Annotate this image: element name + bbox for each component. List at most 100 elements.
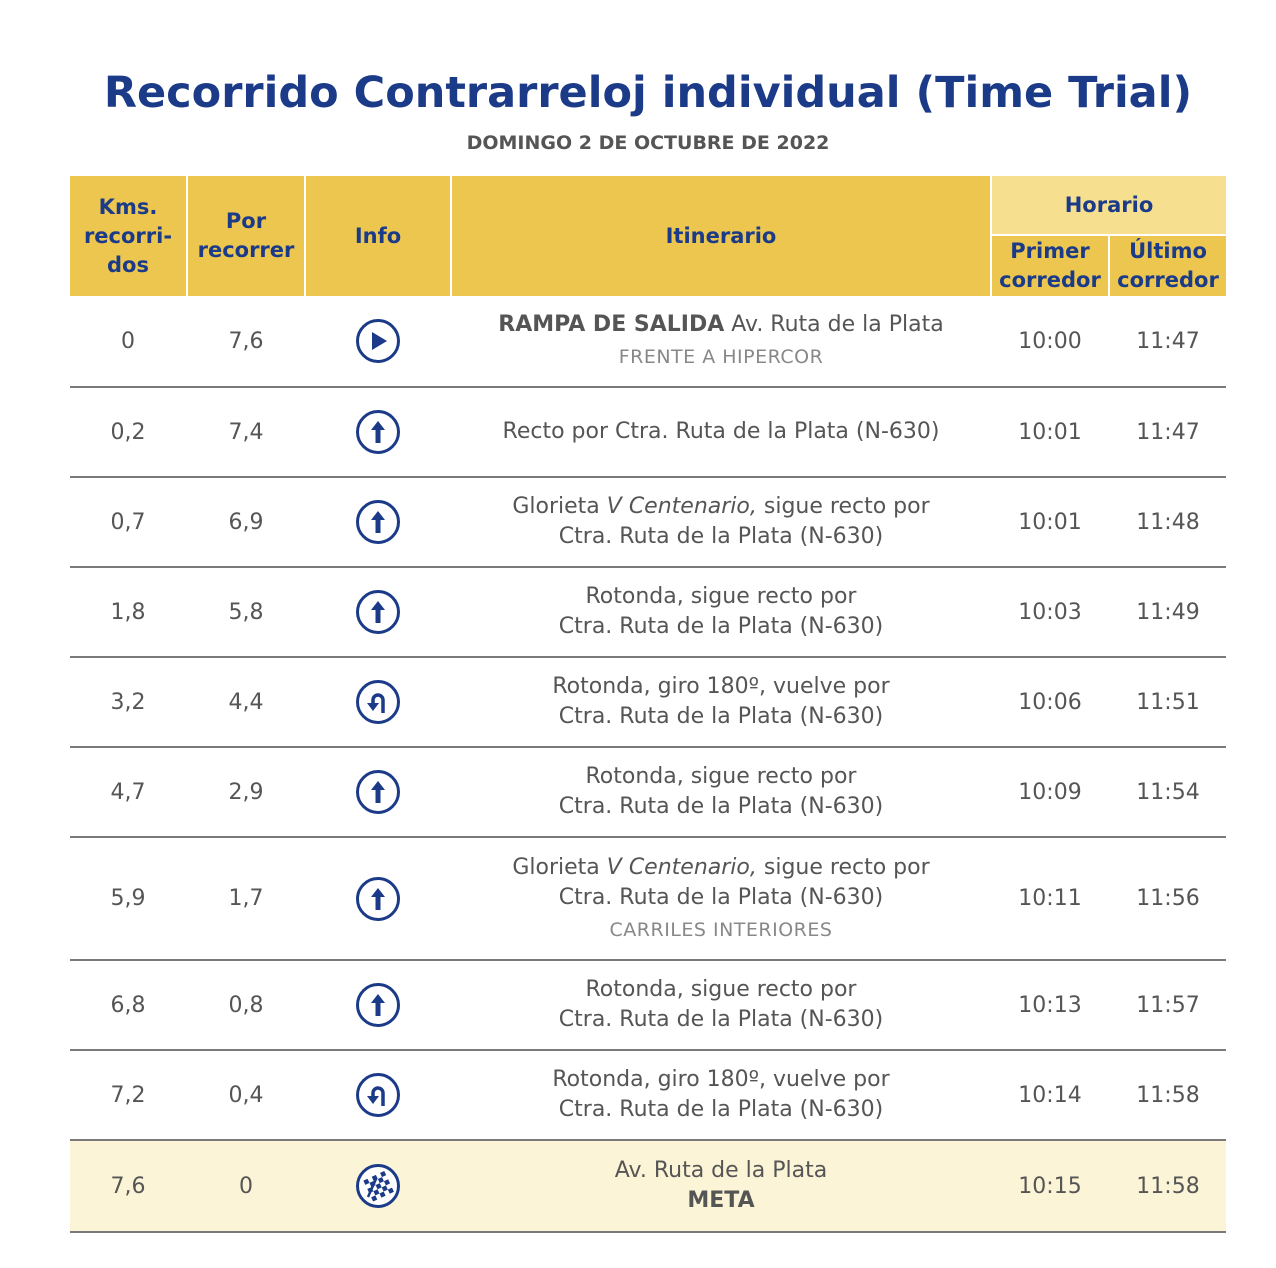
straight-arrow-icon <box>356 410 400 454</box>
cell-itinerario: Glorieta V Centenario, sigue recto por Ct… <box>452 838 990 959</box>
straight-arrow-icon <box>356 500 400 544</box>
header-primer-corredor: Primer corredor <box>992 236 1108 296</box>
cell-por-recorrer: 2,9 <box>228 779 264 805</box>
table-row: 7,6 0 Av. Ruta de la Plata META 10:15 11:58 <box>70 1141 1226 1233</box>
cell-primer-corredor: 10:00 <box>1018 328 1082 354</box>
cell-ultimo-corredor: 11:48 <box>1136 509 1200 535</box>
cell-primer-corredor: 10:13 <box>1018 992 1082 1018</box>
u-turn-icon <box>356 1073 400 1117</box>
cell-primer-corredor: 10:15 <box>1018 1173 1082 1199</box>
table-row: 0,2 7,4 Recto por Ctra. Ruta de la Plata (… <box>70 388 1226 478</box>
u-turn-icon <box>356 680 400 724</box>
straight-arrow-icon <box>356 983 400 1027</box>
cell-info <box>306 961 450 1049</box>
cell-info <box>306 1051 450 1139</box>
cell-info <box>306 388 450 476</box>
cell-itinerario: Av. Ruta de la Plata META <box>452 1141 990 1231</box>
straight-arrow-icon <box>356 876 400 921</box>
header-kms: Kms. recorri- dos <box>70 176 186 296</box>
header-info: Info <box>306 176 450 296</box>
cell-por-recorrer: 0 <box>239 1173 253 1199</box>
cell-kms: 7,2 <box>110 1082 146 1108</box>
itinerary-line: RAMPA DE SALIDA Av. Ruta de la Plata <box>498 312 944 337</box>
cell-primer-corredor: 10:01 <box>1018 509 1082 535</box>
cell-kms: 6,8 <box>110 992 146 1018</box>
cell-por-recorrer: 0,4 <box>228 1082 264 1108</box>
header-por-recorrer: Por recorrer <box>188 176 304 296</box>
header-kms-line: dos <box>107 252 149 277</box>
header-ultimo-line: Último <box>1129 239 1207 263</box>
cell-primer-corredor: 10:06 <box>1018 689 1082 715</box>
itinerary-line: Ctra. Ruta de la Plata (N-630) <box>558 1007 884 1032</box>
table-row: 7,2 0,4 Rotonda, giro 180º, vuelve por Ctra… <box>70 1051 1226 1141</box>
itinerary-line: Glorieta V Centenario, sigue recto por <box>512 854 930 880</box>
itinerary-line: Rotonda, giro 180º, vuelve por <box>552 674 890 699</box>
itinerary-line: Ctra. Ruta de la Plata (N-630) <box>558 614 884 639</box>
page-title: Recorrido Contrarreloj individual (Time … <box>103 68 1193 118</box>
cell-primer-corredor: 10:01 <box>1018 419 1082 445</box>
table-row: 5,9 1,7 Glorieta V Centenario, sigue recto… <box>70 838 1226 961</box>
table-row: 1,8 5,8 Rotonda, sigue recto por Ctra. Ruta… <box>70 568 1226 658</box>
cell-kms: 0,2 <box>110 419 146 445</box>
itinerary-line: Ctra. Ruta de la Plata (N-630) <box>558 704 884 729</box>
itinerary-line: Ctra. Ruta de la Plata (N-630) <box>558 884 884 910</box>
cell-kms: 0 <box>121 328 135 354</box>
itinerary-line: Rotonda, giro 180º, vuelve por <box>552 1067 890 1092</box>
cell-itinerario: Rotonda, sigue recto por Ctra. Ruta de la… <box>452 568 990 656</box>
cell-itinerario: Rotonda, giro 180º, vuelve por Ctra. Ruta… <box>452 1051 990 1139</box>
cell-primer-corredor: 10:03 <box>1018 599 1082 625</box>
cell-itinerario: Glorieta V Centenario, sigue recto por Ct… <box>452 478 990 566</box>
cell-primer-corredor: 10:14 <box>1018 1082 1082 1108</box>
straight-arrow-icon <box>356 770 400 814</box>
cell-itinerario: Rotonda, giro 180º, vuelve por Ctra. Ruta… <box>452 658 990 746</box>
itinerary-line: Recto por Ctra. Ruta de la Plata (N-630) <box>502 419 940 444</box>
cell-itinerario: Rotonda, sigue recto por Ctra. Ruta de la… <box>452 961 990 1049</box>
table-row: 6,8 0,8 Rotonda, sigue recto por Ctra. Ruta… <box>70 961 1226 1051</box>
play-icon <box>356 319 400 363</box>
cell-kms: 0,7 <box>110 509 146 535</box>
cell-info <box>306 1141 450 1231</box>
cell-itinerario: RAMPA DE SALIDA Av. Ruta de la Plata FREN… <box>452 296 990 386</box>
table-row: 4,7 2,9 Rotonda, sigue recto por Ctra. Ruta… <box>70 748 1226 838</box>
itinerary-line: Ctra. Ruta de la Plata (N-630) <box>558 1097 884 1122</box>
itinerary-line: META <box>687 1186 754 1216</box>
header-ultimo-line: corredor <box>1117 268 1219 292</box>
header-kms-line: Kms. <box>98 194 158 219</box>
itinerary-italic-text: V Centenario, <box>606 854 757 880</box>
header-primer-line: Primer <box>1010 239 1090 263</box>
header-por-line: Por <box>225 209 267 233</box>
cell-por-recorrer: 0,8 <box>228 992 264 1018</box>
table-row: 0 7,6 RAMPA DE SALIDA Av. Ruta de la Plata… <box>70 296 1226 388</box>
cell-info <box>306 658 450 746</box>
cell-info <box>306 748 450 836</box>
header-horario: Horario <box>992 176 1226 234</box>
itinerary-bold-text: RAMPA DE SALIDA <box>498 312 725 337</box>
cell-kms: 4,7 <box>110 779 146 805</box>
cell-kms: 5,9 <box>110 886 146 911</box>
cell-por-recorrer: 6,9 <box>228 509 264 535</box>
cell-info <box>306 838 450 959</box>
cell-info <box>306 478 450 566</box>
cell-ultimo-corredor: 11:49 <box>1136 599 1200 625</box>
itinerary-italic-text: V Centenario, <box>606 494 757 519</box>
header-ultimo-corredor: Último corredor <box>1110 236 1226 296</box>
itinerary-line: Rotonda, sigue recto por <box>585 977 857 1002</box>
itinerary-bold-text: META <box>687 1188 755 1213</box>
header-por-line: recorrer <box>197 238 295 262</box>
cell-itinerario: Rotonda, sigue recto por Ctra. Ruta de la… <box>452 748 990 836</box>
straight-arrow-icon <box>356 590 400 634</box>
cell-por-recorrer: 7,6 <box>228 328 264 354</box>
itinerary-line: Rotonda, sigue recto por <box>585 584 857 609</box>
itinerary-line: Glorieta V Centenario, sigue recto por <box>512 494 930 519</box>
itinerary-line: Av. Ruta de la Plata <box>614 1158 828 1183</box>
cell-por-recorrer: 7,4 <box>228 419 264 445</box>
itinerary-line: Rotonda, sigue recto por <box>585 764 857 789</box>
cell-ultimo-corredor: 11:58 <box>1136 1173 1200 1199</box>
table-row: 3,2 4,4 Rotonda, giro 180º, vuelve por Ctra… <box>70 658 1226 748</box>
cell-info <box>306 296 450 386</box>
cell-ultimo-corredor: 11:54 <box>1136 779 1200 805</box>
table-body: 0 7,6 RAMPA DE SALIDA Av. Ruta de la Plata… <box>70 296 1226 1233</box>
header-primer-line: corredor <box>999 268 1101 292</box>
cell-primer-corredor: 10:09 <box>1018 779 1082 805</box>
